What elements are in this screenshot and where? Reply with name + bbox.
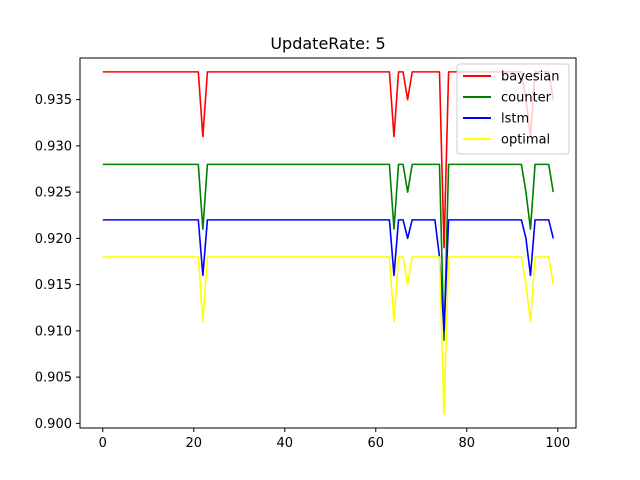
series-line-counter [102,163,555,341]
y-tick-label: 0.930 [35,139,72,154]
x-tick-label: 80 [459,436,476,451]
x-tick-label: 60 [368,436,385,451]
legend-label-optimal: optimal [501,133,550,148]
series-line-optimal [102,256,555,415]
chart-title: UpdateRate: 5 [270,34,385,53]
legend-box [456,63,570,155]
plot-frame [79,57,577,429]
x-tick-label: 100 [545,436,570,451]
x-tick-label: 40 [276,436,293,451]
y-tick-label: 0.935 [35,93,72,108]
x-tick-label: 0 [99,436,107,451]
legend-label-lstm: lstm [501,112,529,127]
y-tick-label: 0.920 [35,232,72,247]
legend: bayesian counter lstm optimal [456,63,570,155]
legend-label-bayesian: bayesian [501,70,560,85]
y-tick-label: 0.900 [35,417,72,432]
y-tick-label: 0.905 [35,371,72,386]
y-tick-label: 0.910 [35,324,72,339]
y-tick-label: 0.915 [35,278,72,293]
series-line-lstm [102,219,555,332]
y-axis: 0.900 0.905 0.910 0.915 0.920 0.925 0.930 0.935 [35,93,80,432]
legend-label-counter: counter [501,91,552,106]
x-axis: 0 20 40 60 80 100 [99,428,570,451]
y-tick-label: 0.925 [35,186,72,201]
x-tick-label: 20 [185,436,202,451]
